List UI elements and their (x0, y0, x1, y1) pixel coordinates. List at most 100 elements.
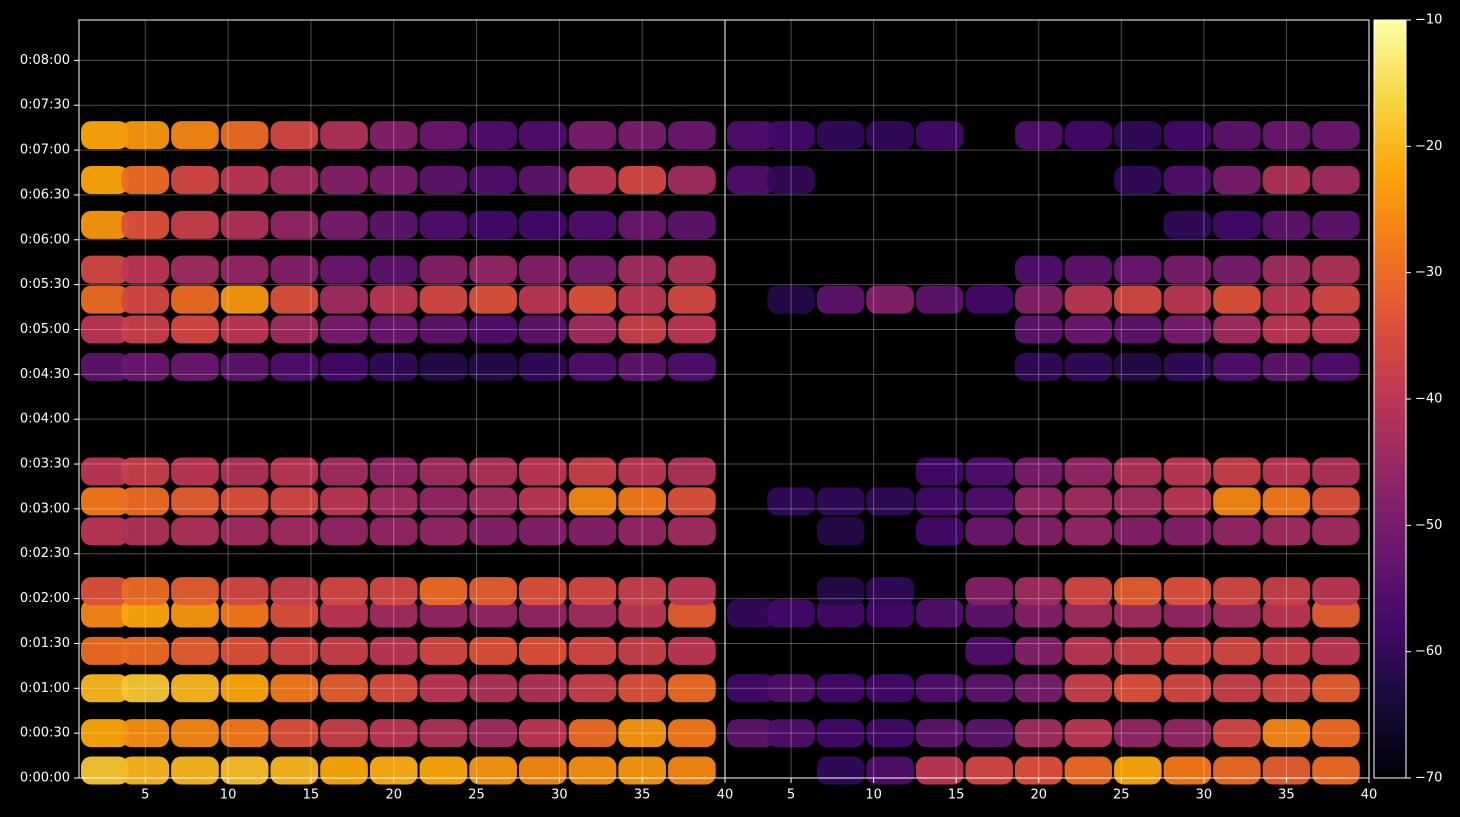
heat-cell (1014, 577, 1063, 606)
heat-cell (81, 285, 129, 314)
heat-cell (369, 457, 418, 486)
heat-cell (270, 599, 319, 628)
heat-cell (121, 674, 170, 703)
heat-cell (1163, 719, 1212, 748)
heat-cell (220, 719, 269, 748)
heat-cell (81, 577, 129, 606)
x-tick-label: 30 (551, 788, 568, 803)
heat-cell (1213, 121, 1261, 150)
heat-cell (220, 636, 269, 665)
heat-cell (568, 315, 617, 344)
y-tick-label: 0:03:00 (20, 501, 70, 516)
heat-cell (369, 121, 418, 150)
heat-cell (171, 315, 219, 344)
heat-cell (668, 599, 716, 628)
heat-cell (270, 487, 319, 516)
colorbar-tick-label: −10 (1415, 13, 1442, 28)
heat-cell (270, 352, 319, 381)
heat-cell (915, 285, 964, 314)
heat-cell (518, 255, 567, 284)
heat-cell (1064, 255, 1113, 284)
heat-cell (1114, 674, 1162, 703)
heat-cell (618, 719, 667, 748)
heat-cell (419, 719, 468, 748)
heat-cell (1312, 517, 1360, 546)
heat-cell (1163, 674, 1212, 703)
heat-cell (568, 165, 617, 194)
heat-cell (668, 487, 716, 516)
heat-cell (1262, 210, 1311, 239)
heat-cell (1114, 487, 1162, 516)
heat-cell (915, 457, 964, 486)
heat-cell (1163, 517, 1212, 546)
heat-cell (171, 352, 219, 381)
heat-cell (965, 487, 1013, 516)
heat-cell (1262, 517, 1311, 546)
heat-cell (320, 517, 368, 546)
heat-cell (767, 165, 815, 194)
y-tick-label: 0:01:30 (20, 636, 70, 651)
heat-cell (171, 517, 219, 546)
heat-cell (1312, 165, 1360, 194)
heat-cell (81, 636, 129, 665)
heat-cell (568, 756, 617, 785)
heat-cell (369, 599, 418, 628)
heat-cell (369, 285, 418, 314)
heat-cell (568, 457, 617, 486)
heat-cell (568, 487, 617, 516)
heat-cell (1312, 577, 1360, 606)
heat-cell (816, 487, 865, 516)
heat-cell (220, 210, 269, 239)
heat-cell (81, 121, 129, 150)
heat-cell (220, 352, 269, 381)
heat-cell (816, 577, 865, 606)
heat-cell (419, 674, 468, 703)
heat-cell (1213, 517, 1261, 546)
heat-cell (518, 315, 567, 344)
heat-cell (915, 487, 964, 516)
heat-cell (568, 517, 617, 546)
heat-cell (1163, 457, 1212, 486)
heat-cell (1312, 352, 1360, 381)
heat-cell (320, 121, 368, 150)
heat-cell (816, 756, 865, 785)
x-tick-label: 5 (141, 788, 149, 803)
heat-cell (1213, 719, 1261, 748)
heat-cell (320, 285, 368, 314)
heat-cell (965, 719, 1013, 748)
heat-cell (419, 636, 468, 665)
heat-cell (767, 285, 815, 314)
y-tick-label: 0:06:30 (20, 187, 70, 202)
heat-cell (469, 636, 517, 665)
heat-cell (270, 577, 319, 606)
heat-cell (518, 352, 567, 381)
heat-cell (469, 577, 517, 606)
heat-cell (618, 210, 667, 239)
heat-cell (1312, 457, 1360, 486)
heat-cell (469, 457, 517, 486)
heat-cell (220, 577, 269, 606)
heat-cell (419, 315, 468, 344)
heat-cell (1114, 599, 1162, 628)
heat-cell (668, 210, 716, 239)
heat-cell (1014, 352, 1063, 381)
heat-cell (220, 315, 269, 344)
heat-cell (518, 517, 567, 546)
heat-cell (369, 487, 418, 516)
heat-cell (171, 487, 219, 516)
y-tick-label: 0:03:30 (20, 457, 70, 472)
heat-cell (1312, 599, 1360, 628)
heat-cell (419, 121, 468, 150)
heat-cell (369, 255, 418, 284)
heat-cell (1262, 255, 1311, 284)
heat-cell (1262, 352, 1311, 381)
colorbar-tick-label: −50 (1415, 518, 1442, 533)
heat-cell (1262, 487, 1311, 516)
heat-cell (419, 457, 468, 486)
heat-cell (518, 636, 567, 665)
heat-cell (816, 674, 865, 703)
heat-cell (727, 719, 775, 748)
heat-cell (618, 457, 667, 486)
heat-cell (1163, 121, 1212, 150)
heat-cell (220, 457, 269, 486)
